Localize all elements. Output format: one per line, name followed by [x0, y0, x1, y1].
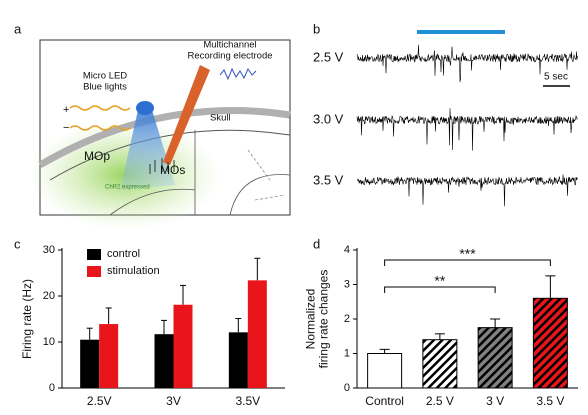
bar	[173, 304, 193, 388]
brain-outline	[49, 129, 291, 181]
electrode	[163, 65, 210, 165]
bar	[80, 339, 100, 388]
voltage-label: 3.0 V	[313, 111, 344, 126]
y-axis-label: Normalized	[304, 289, 318, 350]
bar	[154, 334, 174, 388]
bar	[247, 280, 267, 388]
bar	[367, 353, 403, 389]
x-tick-label: 3.5 V	[536, 394, 564, 408]
panel-label: c	[14, 236, 21, 251]
micro-led	[136, 101, 154, 115]
electrode-signal	[219, 67, 257, 81]
voltage-label: 3.5 V	[313, 172, 344, 187]
x-tick-label: 2.5V	[87, 394, 112, 408]
significance-label: ***	[459, 246, 476, 262]
legend-label: control	[107, 248, 140, 260]
significance-bracket	[384, 259, 551, 266]
x-tick-label: Control	[365, 394, 404, 408]
bar	[99, 324, 119, 388]
y-tick-label: 2	[344, 313, 350, 325]
panel-label: a	[14, 21, 22, 36]
y-tick-label: 0	[344, 382, 350, 394]
minus-sign: −	[63, 122, 69, 134]
significance-bracket	[384, 286, 496, 293]
significance-label: **	[434, 273, 445, 289]
y-tick-label: 20	[43, 290, 55, 302]
scale-label: 5 sec	[544, 72, 568, 83]
spike-trace	[356, 108, 578, 151]
legend-swatch	[87, 249, 101, 260]
y-axis-label: firing rate changes	[317, 270, 331, 369]
bar	[228, 332, 248, 388]
spike-trace	[356, 174, 578, 207]
x-tick-label: 3V	[166, 394, 181, 408]
region-borders	[247, 149, 286, 201]
legend-label: stimulation	[107, 265, 160, 277]
y-tick-label: 30	[43, 244, 55, 256]
led-wires	[69, 105, 131, 131]
led-label: Blue lights	[83, 82, 127, 93]
region-label: MOp	[84, 149, 110, 163]
led-label: Micro LED	[83, 71, 127, 82]
traces	[356, 44, 578, 207]
bar	[477, 327, 513, 389]
panel-label: d	[313, 236, 320, 251]
y-tick-label: 10	[43, 336, 55, 348]
y-tick-label: 1	[344, 347, 350, 359]
y-tick-label: 4	[344, 244, 350, 256]
region-label: MOs	[160, 163, 185, 177]
y-axis-label: Firing rate (Hz)	[20, 279, 34, 359]
bar	[422, 339, 458, 389]
schematic: Multichannel Recording electrode Micro L…	[30, 39, 291, 230]
x-tick-label: 3 V	[486, 394, 504, 408]
plus-sign: +	[63, 104, 69, 116]
electrode-label: Multichannel	[203, 40, 256, 51]
chr2-label: ChR2 expressed	[105, 185, 150, 191]
bar	[532, 297, 568, 389]
skull	[38, 107, 291, 169]
electrode-label: Recording electrode	[187, 51, 272, 62]
legend-swatch	[87, 266, 101, 277]
voltage-label: 2.5 V	[313, 49, 344, 64]
x-tick-label: 2.5 V	[426, 394, 454, 408]
skull-label: Skull	[210, 113, 231, 124]
panel-label: b	[313, 21, 320, 36]
y-tick-label: 0	[49, 382, 55, 394]
spike-trace	[356, 44, 578, 83]
light-cone	[120, 110, 175, 190]
y-tick-label: 3	[344, 278, 350, 290]
brain-regions	[109, 130, 291, 216]
x-tick-label: 3.5V	[235, 394, 260, 408]
neurons	[149, 158, 175, 174]
